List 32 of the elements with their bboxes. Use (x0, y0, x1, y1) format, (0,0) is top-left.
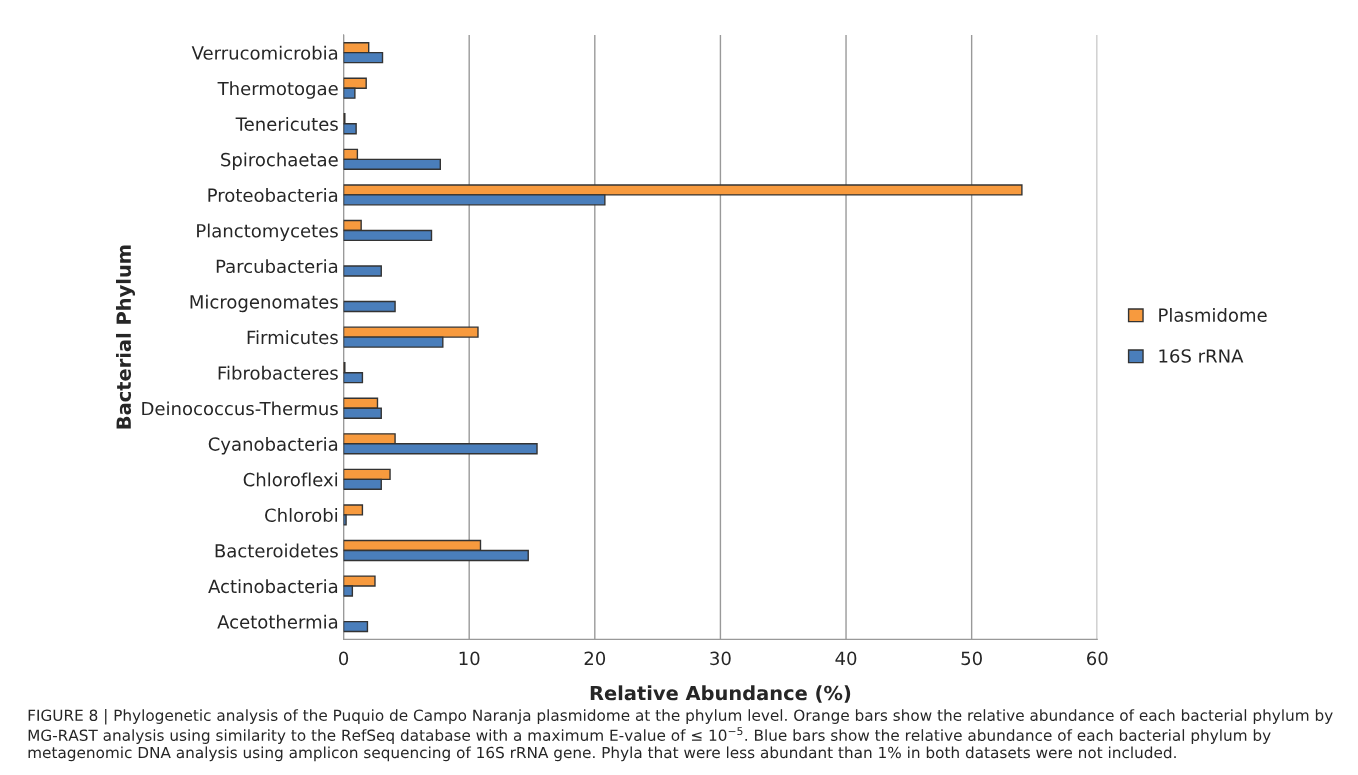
caption: FIGURE 8 | Phylogenetic analysis of the Puquio de Campo Naranja plasmidome at the phylum level. Orange bars show the relative abundance of each bacterial phylum by MG-RAST analysis using similarity to the RefSeq database with a maximum E-value of ≤ 10$^{−5}$. Blue bars show the relative abundance of each bacterial phylum by metagenomic DNA analysis using amplicon sequencing of 16S rRNA gene. Phyla that were less abundant than 1% in both datasets were not included. (28, 709, 1333, 762)
y-tick-label: Planctomycetes (197, 223, 338, 242)
y-tick-label: Spirochaetae (221, 152, 338, 170)
y-tick-label: Microgenomates (190, 294, 338, 313)
y-tick-label: Proteobacteria (208, 188, 338, 203)
y-tick-label: Acetothermia (217, 614, 338, 629)
x-axis-title: Relative Abundance (%) (590, 685, 851, 703)
x-tick-label: 60 (1087, 651, 1108, 666)
y-tick-label: Cyanobacteria (208, 436, 338, 455)
bar (343, 265, 382, 277)
x-tick-label: 50 (961, 651, 982, 666)
y-tick-label: Deinococcus-Thermus (142, 401, 338, 416)
y-tick-label: Tenericutes (235, 116, 338, 131)
y-tick-label: Fibrobacteres (218, 365, 338, 380)
y-tick-label: Bacteroidetes (215, 543, 338, 558)
legend-label: 16S rRNA (1159, 349, 1244, 363)
y-axis-title: Bacterial Phylum (116, 245, 135, 429)
x-tick-label: 30 (710, 651, 731, 666)
legend-label: Plasmidome (1159, 307, 1267, 322)
y-tick-label: Verrucomicrobia (191, 45, 338, 60)
y-tick-label: Firmicutes (247, 330, 338, 345)
x-tick-label: 40 (835, 651, 857, 666)
x-tick-label: 10 (459, 651, 480, 666)
y-tick-label: Chloroflexi (243, 472, 338, 487)
x-tick-label: 20 (584, 651, 606, 666)
y-tick-label: Chlorobi (265, 508, 338, 523)
y-tick-label: Parcubacteria (216, 259, 338, 274)
bar (343, 620, 369, 633)
bar (343, 300, 396, 313)
y-tick-label: Thermotogae (217, 81, 338, 99)
x-tick-label: 0 (339, 651, 349, 666)
y-tick-label: Actinobacteria (208, 579, 338, 594)
